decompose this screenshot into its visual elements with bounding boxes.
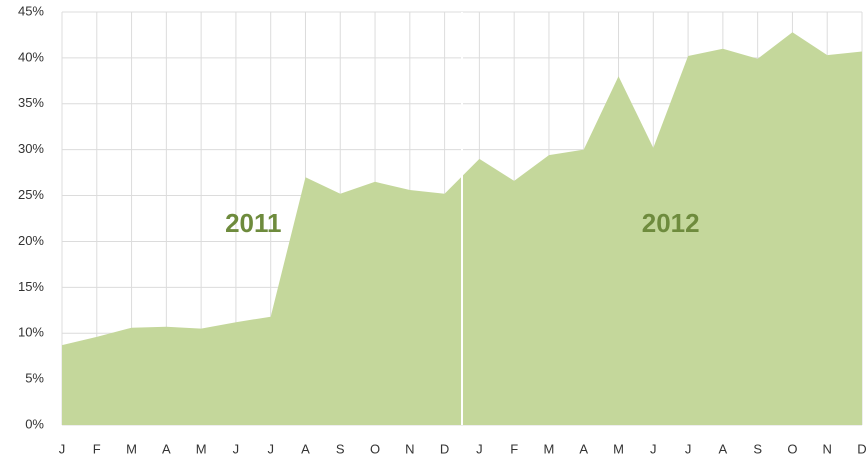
x-tick-label: A xyxy=(579,441,588,456)
y-tick-label: 35% xyxy=(18,95,44,110)
x-tick-label: O xyxy=(787,441,797,456)
year-label: 2011 xyxy=(225,208,281,238)
y-tick-label: 5% xyxy=(25,371,44,386)
x-tick-label: M xyxy=(544,441,555,456)
y-tick-label: 10% xyxy=(18,325,44,340)
y-tick-label: 20% xyxy=(18,233,44,248)
y-tick-label: 40% xyxy=(18,49,44,64)
y-tick-label: 15% xyxy=(18,279,44,294)
x-tick-label: A xyxy=(162,441,171,456)
x-tick-label: J xyxy=(650,441,657,456)
y-tick-label: 30% xyxy=(18,141,44,156)
y-tick-label: 0% xyxy=(25,416,44,431)
x-tick-label: J xyxy=(685,441,692,456)
x-tick-label: F xyxy=(510,441,518,456)
x-tick-label: S xyxy=(753,441,762,456)
x-tick-label: N xyxy=(405,441,414,456)
x-tick-label: D xyxy=(857,441,866,456)
x-tick-label: M xyxy=(126,441,137,456)
x-tick-label: D xyxy=(440,441,449,456)
x-tick-label: J xyxy=(476,441,483,456)
y-tick-label: 25% xyxy=(18,187,44,202)
x-tick-label: J xyxy=(59,441,66,456)
x-tick-label: M xyxy=(196,441,207,456)
x-tick-label: N xyxy=(823,441,832,456)
x-tick-label: J xyxy=(233,441,240,456)
year-label: 2012 xyxy=(642,208,700,238)
y-tick-label: 45% xyxy=(18,3,44,18)
x-tick-label: F xyxy=(93,441,101,456)
x-tick-label: S xyxy=(336,441,345,456)
x-tick-label: O xyxy=(370,441,380,456)
x-tick-label: M xyxy=(613,441,624,456)
x-tick-label: A xyxy=(719,441,728,456)
x-tick-label: J xyxy=(267,441,274,456)
x-tick-label: A xyxy=(301,441,310,456)
